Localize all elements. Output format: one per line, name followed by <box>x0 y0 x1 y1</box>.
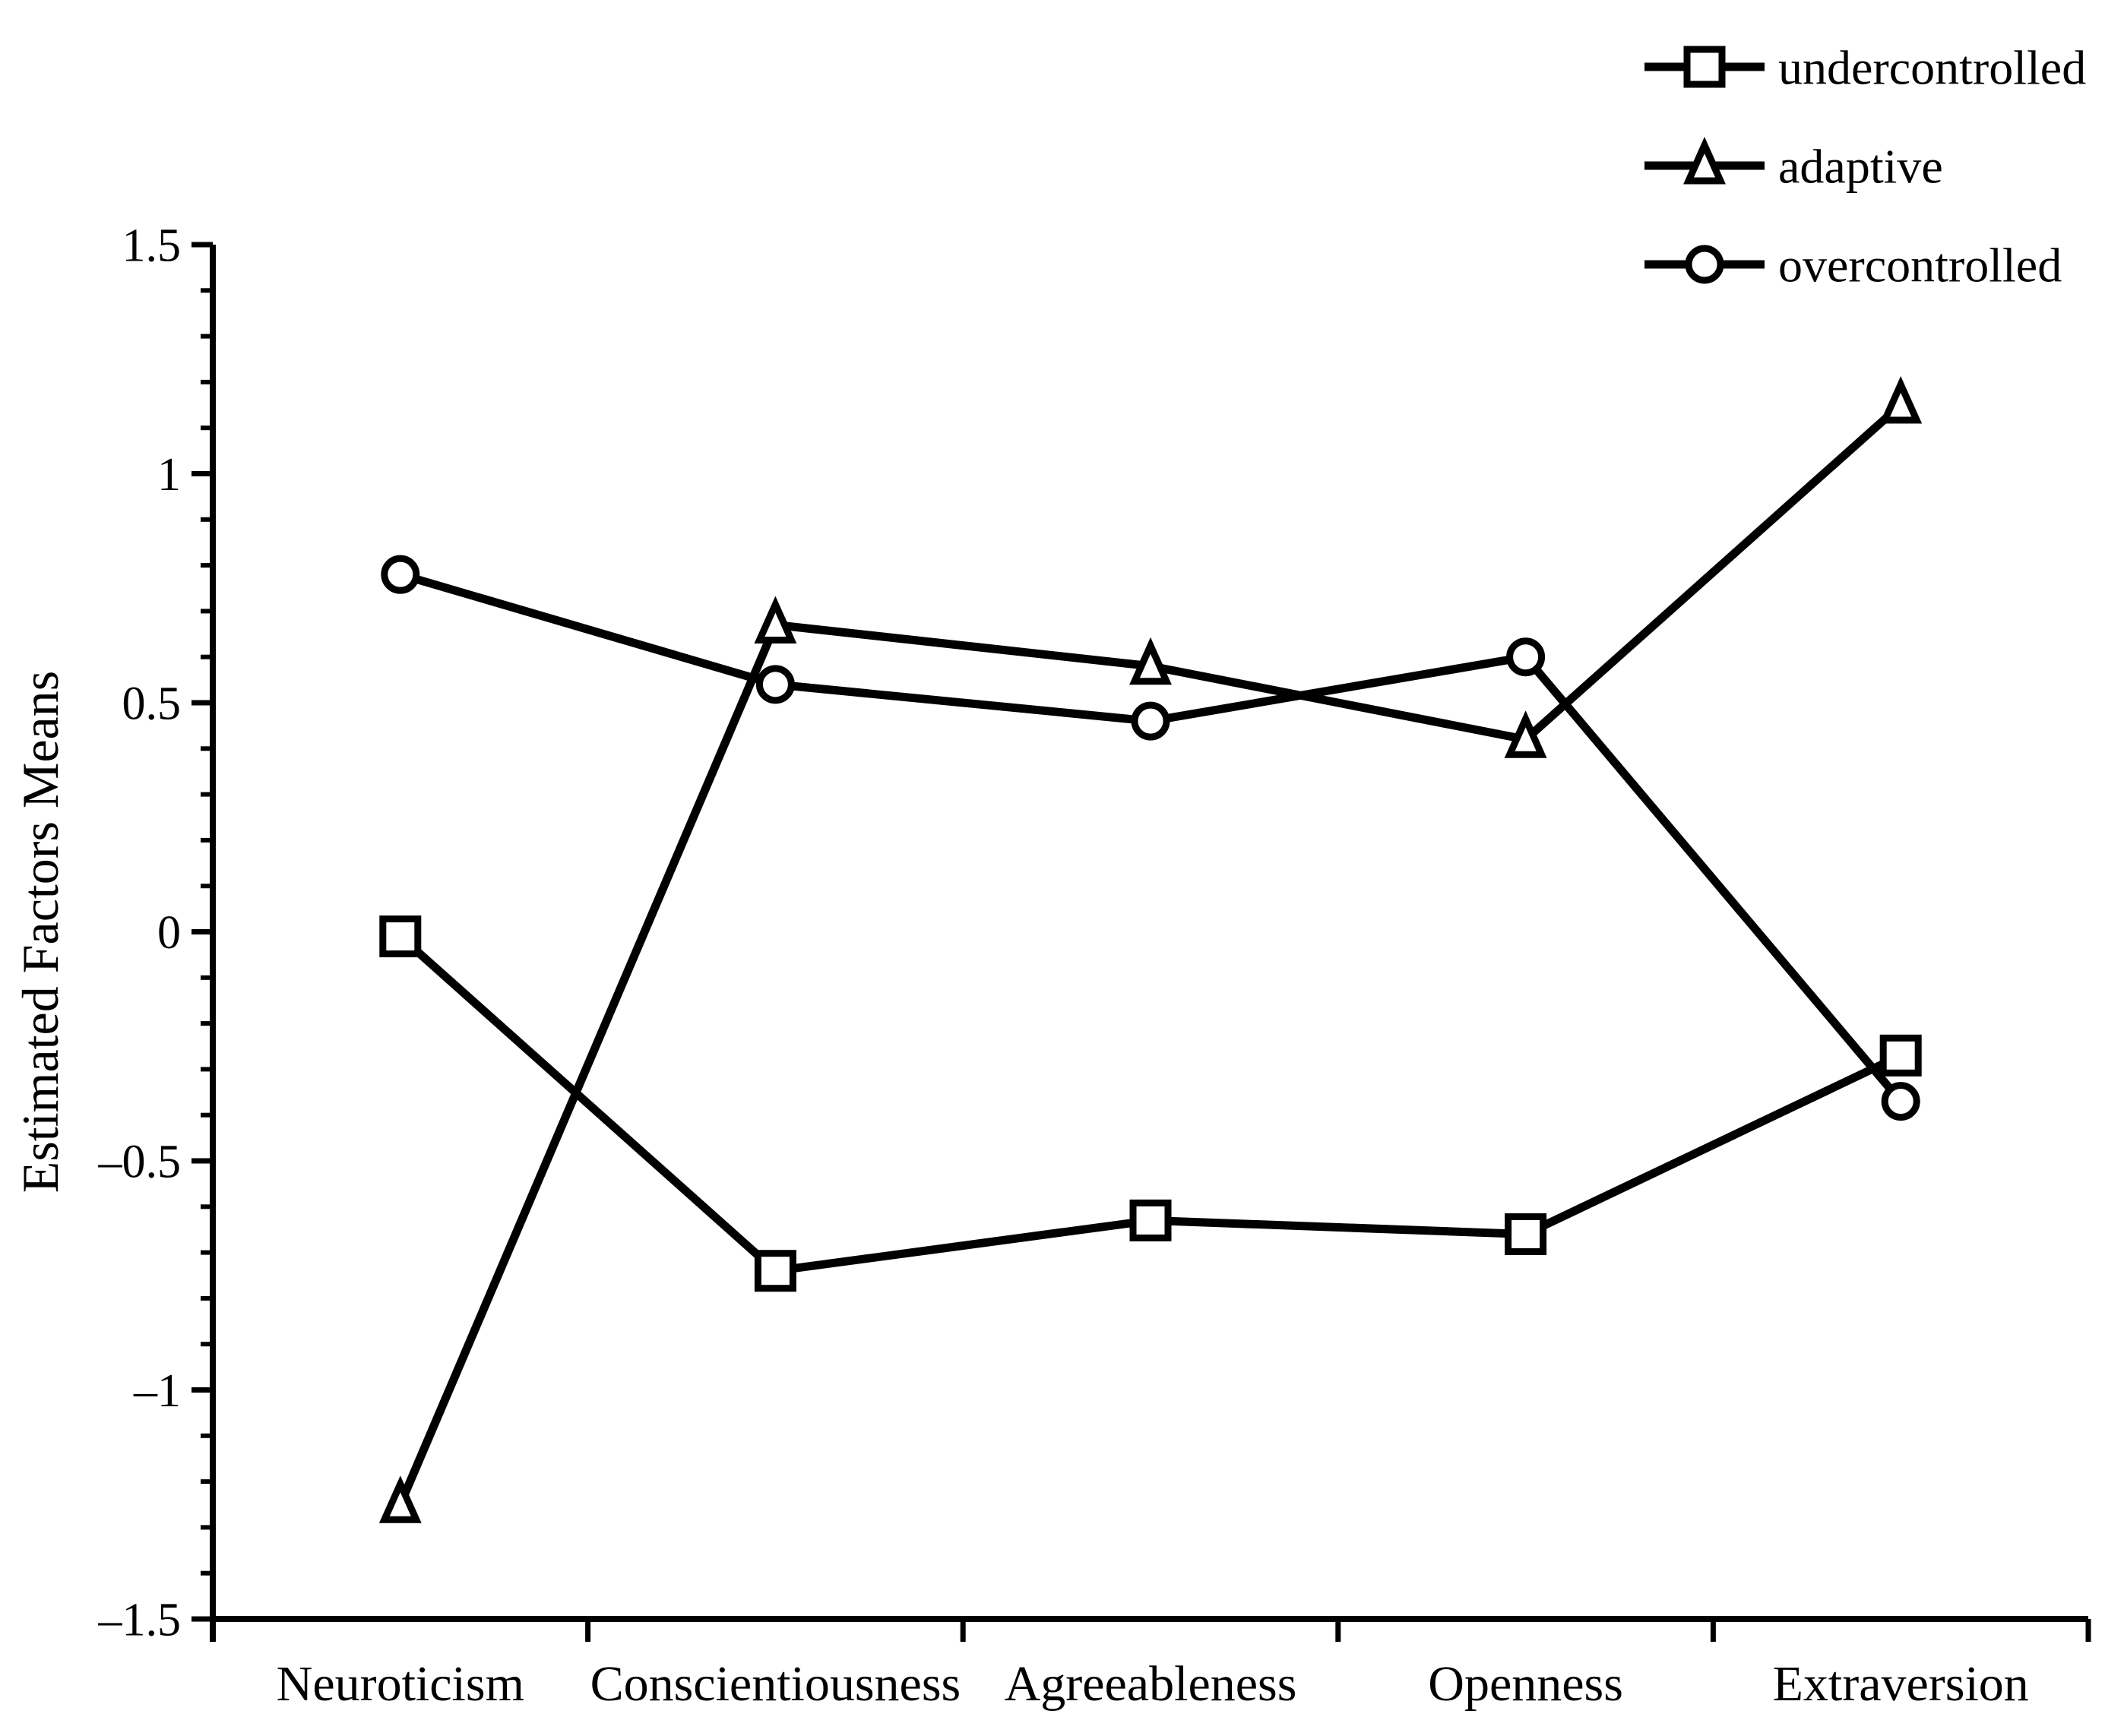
x-category-label: Conscientiousness <box>590 1656 961 1712</box>
marker-square-undercontrolled <box>379 915 422 958</box>
x-category-label: Neuroticism <box>277 1656 524 1712</box>
marker-square-undercontrolled <box>1129 1199 1172 1241</box>
marker-circle-overcontrolled <box>1506 637 1546 677</box>
y-tick-label: –1.5 <box>98 1595 182 1646</box>
marker-circle-overcontrolled <box>755 665 795 704</box>
marker-circle-overcontrolled <box>381 555 420 594</box>
y-tick-label: 1 <box>157 449 181 501</box>
legend-marker-circle <box>1685 245 1724 284</box>
y-tick-label: –0.5 <box>98 1137 182 1188</box>
y-tick-label: 0 <box>157 907 181 959</box>
series-line-adaptive <box>396 400 1905 1509</box>
legend-marker-triangle <box>1683 136 1726 185</box>
legend-label: overcontrolled <box>1778 238 2062 292</box>
legend-label: adaptive <box>1778 139 1943 193</box>
marker-square-undercontrolled <box>754 1250 796 1292</box>
marker-triangle-adaptive <box>378 1475 422 1523</box>
marker-triangle-adaptive <box>1129 637 1172 685</box>
marker-triangle-adaptive <box>1504 710 1547 758</box>
marker-circle-overcontrolled <box>1131 701 1170 741</box>
marker-triangle-adaptive <box>1879 376 1923 424</box>
marker-square-undercontrolled <box>1879 1034 1922 1077</box>
y-axis-title: Estimated Factors Means <box>11 671 69 1193</box>
x-category-label: Openness <box>1428 1656 1623 1712</box>
marker-circle-overcontrolled <box>1881 1082 1920 1121</box>
y-tick-label: –1 <box>133 1365 181 1417</box>
x-category-label: Agreeableness <box>1005 1656 1297 1712</box>
x-category-label: Extraversion <box>1773 1656 2029 1712</box>
legend-label: undercontrolled <box>1778 40 2086 94</box>
marker-square-undercontrolled <box>1505 1213 1547 1255</box>
marker-triangle-adaptive <box>754 596 797 643</box>
y-tick-label: 1.5 <box>122 220 182 272</box>
y-tick-label: 0.5 <box>122 678 182 730</box>
legend-marker-square <box>1683 46 1726 88</box>
